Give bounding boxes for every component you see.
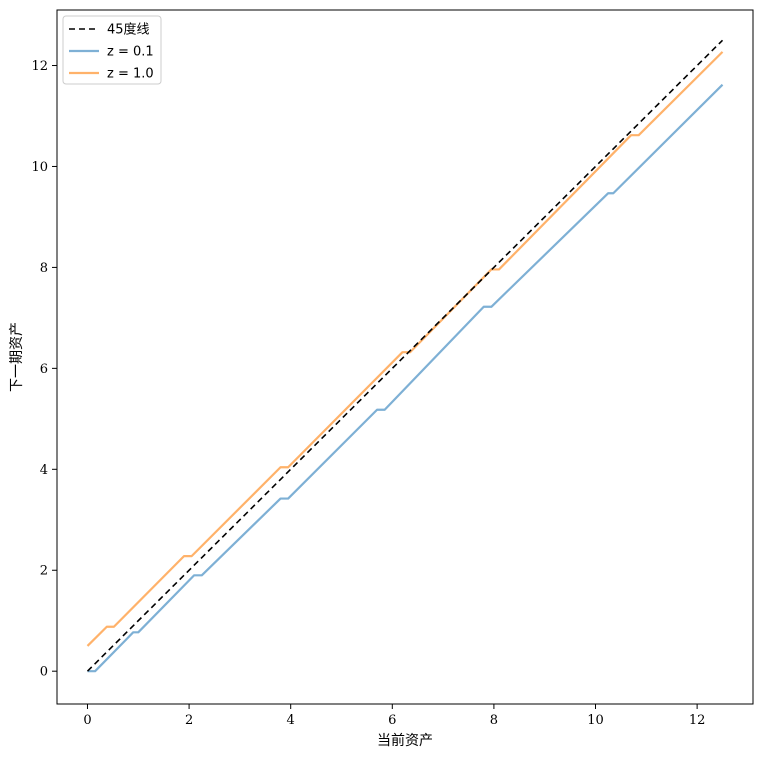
x-axis-label: 当前资产: [377, 732, 433, 749]
x-tick-label: 0: [83, 713, 91, 728]
legend-box: [62, 15, 162, 85]
x-tick-label: 6: [388, 713, 396, 728]
legend-label: z = 1.0: [107, 67, 154, 82]
legend: 45度线 z = 0.1 z = 1.0: [62, 15, 162, 85]
series-line-2: [86, 51, 724, 647]
y-axis-label: 下一期资产: [9, 322, 25, 392]
x-tick-label: 2: [185, 713, 193, 728]
series-line-0: [86, 39, 724, 672]
x-tick-label: 8: [490, 713, 498, 728]
series-layer: [86, 39, 724, 673]
x-tick-label: 12: [689, 713, 706, 728]
y-tick-label: 2: [40, 564, 48, 579]
y-tick-label: 0: [40, 665, 48, 680]
y-tick-label: 8: [40, 261, 48, 276]
y-tick-label: 10: [31, 160, 48, 175]
x-tick-label: 10: [587, 713, 604, 728]
legend-label: z = 0.1: [107, 45, 154, 60]
series-line-1: [87, 83, 724, 673]
x-tick-label: 4: [287, 713, 295, 728]
y-tick-label: 4: [40, 463, 48, 478]
y-tick-label: 6: [40, 362, 48, 377]
y-tick-label: 12: [31, 59, 48, 74]
legend-label: 45度线: [107, 22, 150, 38]
axis-ticks: 0 2 4 6 8 10 12 0 2 4 6 8 10 12: [31, 59, 705, 728]
